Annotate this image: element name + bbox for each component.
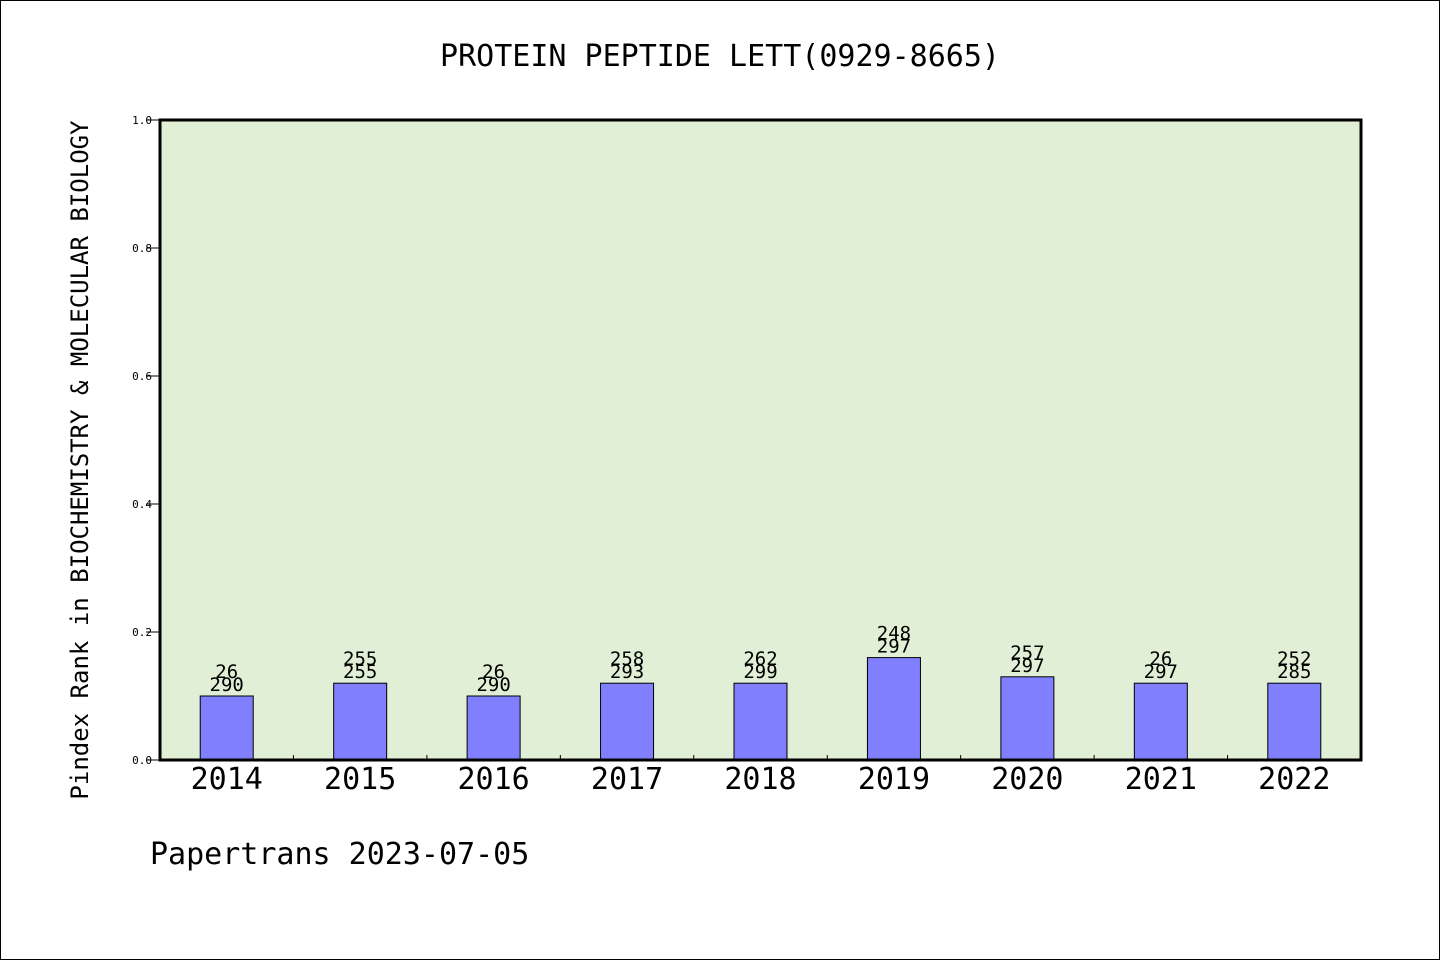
- x-tick-label-2022: 2022: [1258, 762, 1330, 797]
- chart-title: PROTEIN PEPTIDE LETT(0929-8665): [440, 39, 1000, 74]
- plot-area: [160, 120, 1361, 760]
- y-tick-label: 0.4: [132, 498, 152, 511]
- bars-group: [199, 657, 1322, 761]
- x-tick-label-2015: 2015: [324, 762, 396, 797]
- bar-2017: [600, 682, 655, 761]
- rank-label-2020: 257: [1010, 642, 1044, 664]
- bar-2019: [866, 657, 921, 761]
- y-tick-label: 0.8: [132, 242, 152, 255]
- x-tick-label-2018: 2018: [724, 762, 796, 797]
- y-tick-label: 1.0: [132, 114, 152, 127]
- rank-label-2016: 26: [482, 661, 505, 683]
- total-label-2020: 297: [1010, 655, 1044, 677]
- bar-2020: [1000, 676, 1055, 761]
- y-axis-label: Pindex Rank in BIOCHEMISTRY & MOLECULAR …: [66, 120, 94, 800]
- y-tick-label: 0.2: [132, 626, 152, 639]
- plot-border: [158, 118, 1363, 762]
- x-axis-ticks: 2014 2015 2016 2017 2018 2019 2020 2021 2022: [191, 755, 1330, 797]
- rank-label-2018: 262: [743, 648, 777, 670]
- total-label-2015: 255: [343, 661, 377, 683]
- rank-label-2017: 258: [610, 648, 644, 670]
- x-tick-label-2019: 2019: [858, 762, 930, 797]
- bar-2018: [733, 682, 788, 761]
- total-label-2017: 293: [610, 661, 644, 683]
- rank-label-2022: 252: [1277, 648, 1311, 670]
- y-axis-ticks: 0.0 0.2 0.4 0.6 0.8 1.0: [132, 114, 160, 767]
- y-tick-label: 0.0: [132, 754, 152, 767]
- rank-label-2014: 26: [215, 661, 238, 683]
- rank-label-2021: 26: [1149, 648, 1172, 670]
- footer-credit: Papertrans 2023-07-05: [150, 837, 529, 872]
- y-tick-label: 0.6: [132, 370, 152, 383]
- x-tick-label-2021: 2021: [1125, 762, 1197, 797]
- bar-2016: [466, 695, 521, 761]
- bar-2015: [333, 682, 388, 761]
- total-label-2016: 290: [476, 674, 510, 696]
- bar-2021: [1133, 682, 1188, 761]
- bar-2014: [199, 695, 254, 761]
- rank-label-2019: 248: [877, 623, 911, 645]
- total-label-2018: 299: [743, 661, 777, 683]
- x-tick-label-2020: 2020: [991, 762, 1063, 797]
- total-label-2019: 297: [877, 636, 911, 658]
- x-tick-label-2014: 2014: [191, 762, 263, 797]
- x-tick-label-2016: 2016: [457, 762, 529, 797]
- total-label-2021: 297: [1144, 661, 1178, 683]
- total-label-2022: 285: [1277, 661, 1311, 683]
- rank-label-2015: 255: [343, 648, 377, 670]
- bar-2022: [1267, 682, 1322, 761]
- total-label-2014: 290: [210, 674, 244, 696]
- x-tick-label-2017: 2017: [591, 762, 663, 797]
